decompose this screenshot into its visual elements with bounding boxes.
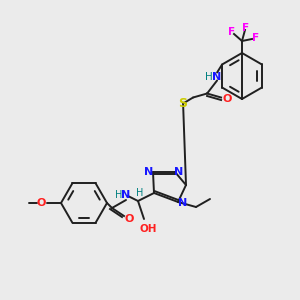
Text: S: S: [178, 97, 188, 110]
Text: N: N: [174, 167, 184, 177]
Text: F: F: [228, 27, 236, 37]
Text: H: H: [136, 188, 144, 198]
Text: H: H: [115, 190, 123, 200]
Text: N: N: [122, 190, 130, 200]
Text: N: N: [178, 198, 188, 208]
Text: OH: OH: [139, 224, 157, 234]
Text: O: O: [222, 94, 232, 104]
Text: O: O: [36, 198, 46, 208]
Text: O: O: [124, 214, 134, 224]
Text: H: H: [205, 71, 213, 82]
Text: N: N: [212, 71, 222, 82]
Text: F: F: [242, 23, 250, 33]
Text: F: F: [252, 33, 260, 43]
Text: N: N: [144, 167, 154, 177]
